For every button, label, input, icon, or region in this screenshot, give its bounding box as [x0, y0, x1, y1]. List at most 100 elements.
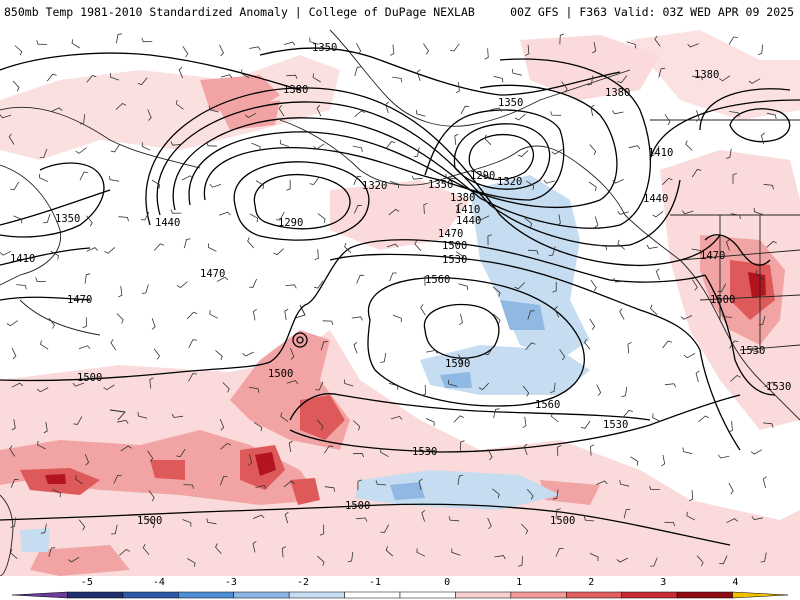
wind-barb — [658, 67, 666, 78]
wind-barb — [10, 478, 19, 488]
wind-barb — [423, 43, 429, 55]
wind-barb — [426, 349, 438, 354]
wind-barb — [356, 274, 365, 284]
wind-barb — [628, 145, 641, 150]
wind-barb — [413, 147, 420, 158]
wind-barb — [120, 445, 132, 452]
wind-barb — [111, 524, 118, 535]
wind-barb — [115, 33, 123, 44]
colorbar-segment — [122, 591, 179, 599]
wind-barb — [6, 320, 18, 327]
wind-barb — [84, 453, 90, 466]
wind-barb — [278, 105, 285, 117]
wind-barb — [182, 46, 189, 58]
wind-barb — [388, 382, 399, 390]
wind-barb — [288, 440, 293, 452]
wind-barb — [84, 273, 91, 284]
wind-barb — [352, 452, 365, 458]
wind-barb — [757, 44, 763, 55]
wind-barb — [612, 110, 624, 115]
wind-barb — [43, 213, 51, 224]
warm-anomaly-area — [0, 330, 800, 576]
colorbar-ticks: -5-4-3-2-1012345 — [81, 577, 739, 588]
wind-barb — [39, 173, 48, 182]
wind-barb — [483, 170, 492, 180]
wind-barb — [249, 46, 261, 51]
wind-barb — [104, 247, 116, 254]
wind-barb — [110, 339, 117, 351]
wind-barb — [187, 311, 198, 319]
wind-barb — [664, 114, 671, 126]
wind-barb — [458, 283, 468, 291]
wind-barb — [215, 543, 222, 555]
colorbar-tick-label: 2 — [588, 577, 594, 588]
wind-barb — [219, 44, 224, 57]
wind-barb — [347, 551, 354, 563]
colorbar-tick-label: -2 — [297, 577, 309, 588]
wind-barb — [492, 488, 500, 499]
wind-barb — [523, 443, 528, 456]
wind-barb — [281, 546, 287, 558]
height-label: 1470 — [67, 294, 92, 306]
wind-barb — [526, 180, 535, 190]
warm-anomaly-area — [520, 35, 660, 100]
wind-barb — [758, 315, 766, 326]
wind-barb — [36, 40, 48, 45]
wind-barb — [255, 484, 267, 489]
wind-barb — [314, 249, 319, 261]
colorbar-segment — [510, 591, 567, 599]
colorbar-segment — [455, 591, 512, 599]
wind-barb — [283, 480, 295, 488]
wind-barb — [521, 523, 529, 535]
wind-barb — [760, 552, 767, 563]
wind-barb — [646, 244, 659, 249]
wind-barb — [389, 272, 397, 282]
warm-anomaly-area — [290, 478, 320, 505]
wind-barb — [588, 181, 597, 192]
wind-barb — [317, 213, 326, 223]
wind-barb — [0, 250, 12, 256]
colorbar-segment — [67, 591, 124, 599]
wind-barb — [685, 140, 693, 151]
height-label: 1470 — [700, 250, 725, 262]
wind-barb — [273, 248, 284, 256]
wind-barb — [220, 442, 232, 450]
wind-barb — [82, 317, 87, 329]
wind-barb — [375, 480, 387, 486]
wind-barb — [664, 521, 676, 527]
wind-barb — [385, 101, 390, 114]
wind-barb — [71, 39, 80, 49]
cool-anomaly-area — [440, 372, 472, 388]
wind-barb — [626, 41, 636, 49]
colorbar-tick-label: 1 — [516, 577, 522, 588]
wind-barb — [649, 557, 658, 567]
wind-barb — [385, 141, 396, 150]
wind-barb — [220, 74, 233, 79]
colorbar-tick-label: -4 — [153, 577, 165, 588]
wind-barb — [279, 139, 290, 147]
wind-barb — [691, 169, 702, 178]
height-label: 1470 — [438, 228, 463, 240]
wind-barb — [514, 282, 526, 290]
wind-barb — [380, 448, 389, 457]
wind-barb — [283, 41, 296, 46]
wind-barb — [411, 175, 423, 180]
wind-barb — [730, 213, 741, 220]
wind-barb — [86, 215, 93, 227]
colorbar-segment — [732, 591, 789, 599]
wind-barb — [728, 421, 733, 433]
wind-barb — [596, 244, 608, 251]
colorbar-tick-label: -1 — [369, 577, 381, 588]
wind-barb — [16, 284, 27, 290]
wind-barbs — [0, 33, 777, 567]
wind-barb — [627, 342, 632, 354]
height-label: 1320 — [497, 176, 522, 188]
wind-barb — [592, 42, 597, 54]
wind-barb — [37, 440, 46, 450]
wind-barb — [386, 243, 399, 248]
warm-anomaly-area — [630, 30, 800, 120]
wind-barb — [729, 340, 739, 349]
wind-barb — [119, 549, 130, 556]
wind-barb — [415, 109, 426, 117]
wind-barb — [583, 516, 595, 522]
